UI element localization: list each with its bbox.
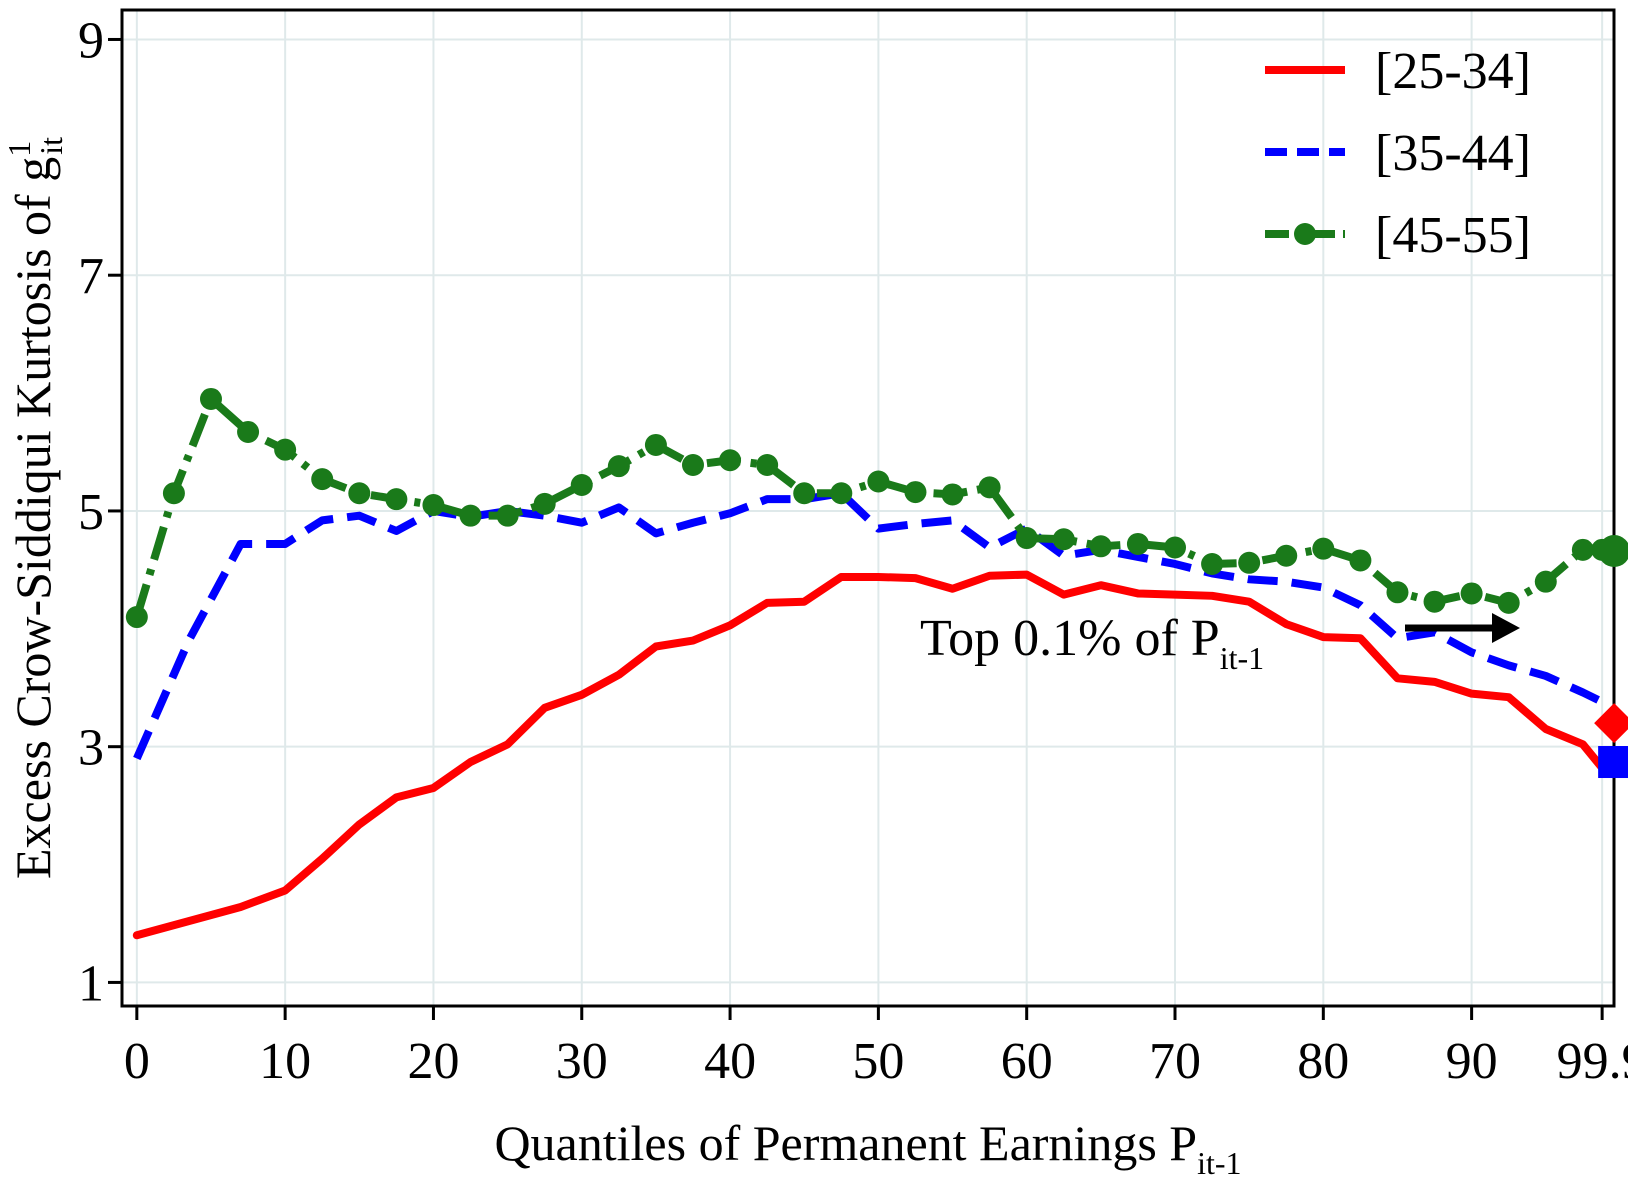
y-tick-label: 1	[78, 955, 104, 1012]
y-axis-title-sub: it	[33, 137, 69, 155]
data-point	[274, 438, 297, 461]
plot-frame	[120, 8, 1616, 1008]
y-tick-label: 7	[78, 248, 104, 305]
arrow-right-icon	[1405, 613, 1520, 643]
data-point	[162, 482, 185, 505]
x-tick-label: 50	[852, 1033, 904, 1090]
data-point	[1460, 582, 1483, 605]
top-marker-square	[1598, 746, 1628, 779]
x-tick-label: 70	[1149, 1033, 1201, 1090]
y-tick-label: 3	[78, 720, 104, 777]
data-point	[607, 455, 630, 478]
y-tick-label: 9	[78, 12, 104, 69]
grid-lines	[122, 10, 1614, 1006]
series-1	[133, 489, 1628, 779]
data-point	[978, 476, 1001, 499]
x-tick-label: 30	[556, 1033, 608, 1090]
x-axis-title: Quantiles of Permanent Earnings Pit-1	[494, 1115, 1241, 1179]
y-tick-label: 5	[78, 484, 104, 541]
data-point	[348, 482, 371, 505]
data-point	[756, 453, 779, 476]
data-point	[1015, 527, 1038, 550]
data-point	[1571, 538, 1594, 561]
x-tick-label: 40	[704, 1033, 756, 1090]
x-tick-label: 10	[259, 1033, 311, 1090]
data-point	[311, 468, 334, 491]
x-axis-title-sub: it-1	[1197, 1145, 1241, 1179]
data-point	[681, 453, 704, 476]
series-lines	[125, 387, 1628, 940]
x-tick-label: 90	[1446, 1033, 1498, 1090]
data-point	[459, 504, 482, 527]
data-point	[830, 482, 853, 505]
data-point	[1201, 552, 1224, 575]
legend: [25-34] [35-44] [45-55]	[1265, 43, 1531, 264]
data-point	[1238, 551, 1261, 574]
data-point	[533, 492, 556, 515]
x-tick-label: 99.9	[1557, 1033, 1628, 1090]
y-axis-title-main: Excess Crow-Siddiqui Kurtosis of g	[5, 157, 61, 879]
arrow-head	[1492, 613, 1520, 643]
y-axis-title: Excess Crow-Siddiqui Kurtosis of g1it	[1, 137, 69, 879]
data-point	[1089, 535, 1112, 558]
legend-label: [35-44]	[1375, 125, 1531, 182]
x-tick-label: 20	[407, 1033, 459, 1090]
data-point	[1052, 528, 1075, 551]
data-point	[1423, 590, 1446, 613]
data-point	[1126, 532, 1149, 555]
x-axis-title-main: Quantiles of Permanent Earnings P	[494, 1115, 1197, 1171]
data-point	[719, 449, 742, 472]
legend-marker	[1294, 223, 1316, 245]
data-point	[867, 470, 890, 493]
data-point	[422, 494, 445, 517]
data-point	[904, 481, 927, 504]
axis-ticks: 0 10 20 30 40 50 60 70 80 90 99.9 1 3 5 7 9	[78, 12, 1628, 1090]
top-percentile-annotation: Top 0.1% of Pit-1	[920, 610, 1520, 676]
x-tick-label: 0	[124, 1033, 150, 1090]
annotation-text: Top 0.1% of Pit-1	[920, 610, 1264, 676]
data-point	[385, 488, 408, 511]
data-point	[1312, 537, 1335, 560]
series-0	[132, 570, 1628, 940]
x-tick-label: 60	[1001, 1033, 1053, 1090]
series-line	[132, 570, 1607, 940]
data-point	[1497, 591, 1520, 614]
data-point	[125, 606, 148, 629]
data-point	[570, 474, 593, 497]
data-point	[644, 433, 667, 456]
data-point	[1386, 581, 1409, 604]
data-point	[1275, 544, 1298, 567]
annotation-sub: it-1	[1220, 640, 1264, 676]
series-line	[133, 489, 1604, 761]
legend-label: [25-34]	[1375, 43, 1531, 100]
data-point	[496, 504, 519, 527]
data-point	[941, 483, 964, 506]
top-marker-diamond	[1594, 703, 1628, 744]
x-tick-label: 80	[1297, 1033, 1349, 1090]
data-point	[1534, 570, 1557, 593]
data-point	[1349, 549, 1372, 572]
top-marker-circle	[1598, 535, 1628, 568]
data-point	[199, 387, 222, 410]
y-axis-title-sup: 1	[1, 141, 37, 157]
data-point	[237, 420, 260, 443]
legend-label: [45-55]	[1375, 207, 1531, 264]
data-point	[793, 482, 816, 505]
series-2	[125, 387, 1628, 629]
data-point	[1164, 536, 1187, 559]
annotation-main: Top 0.1% of P	[920, 610, 1220, 667]
